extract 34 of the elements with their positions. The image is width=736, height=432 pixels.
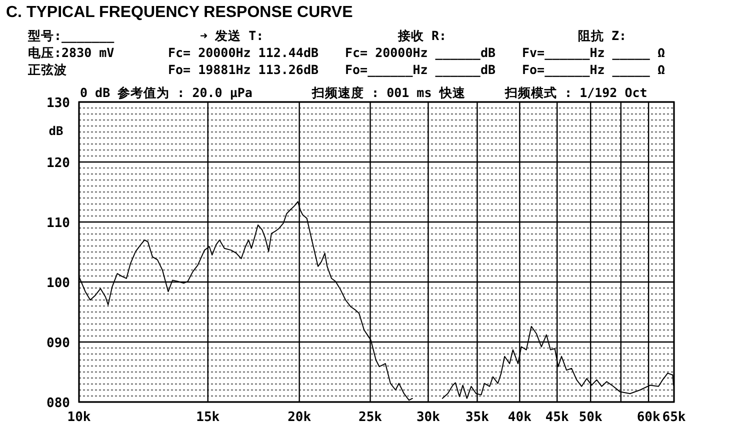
y-tick-label: 080 bbox=[46, 396, 70, 411]
text: 扫频速度 : 001 ms 快速 bbox=[311, 85, 466, 100]
text: Fc= 20000Hz ______dB bbox=[345, 45, 496, 60]
text: Fo= 19881Hz 113.26dB bbox=[168, 62, 319, 77]
text: 型号:_______ bbox=[27, 28, 115, 43]
x-tick-label: 15k bbox=[196, 410, 220, 425]
y-tick-label: 110 bbox=[46, 216, 70, 231]
x-tick-label: 60k bbox=[636, 410, 660, 425]
text: 0 dB 参考值为 : 20.0 μPa bbox=[80, 85, 252, 100]
text: Fc= 20000Hz 112.44dB bbox=[168, 45, 319, 60]
x-tick-label: 10k bbox=[67, 410, 91, 425]
chart-title: C. TYPICAL FREQUENCY RESPONSE CURVE bbox=[6, 4, 354, 21]
text: ➜ 发送 T: bbox=[200, 28, 264, 43]
x-tick-label: 25k bbox=[358, 410, 382, 425]
x-tick-label: 45k bbox=[545, 410, 570, 425]
x-tick-label: 30k bbox=[416, 410, 440, 425]
y-tick-label: 120 bbox=[46, 156, 70, 171]
y-tick-label: 100 bbox=[46, 276, 70, 291]
x-tick-label: 20k bbox=[288, 410, 312, 425]
text: 扫频模式 : 1/192 Oct bbox=[504, 85, 648, 100]
x-tick-label: 40k bbox=[508, 410, 532, 425]
text: 阻抗 Z: bbox=[578, 28, 627, 43]
x-tick-label: 50k bbox=[578, 410, 603, 425]
text: Fo=______Hz _____ Ω bbox=[522, 62, 665, 77]
y-tick-label: 130 bbox=[46, 96, 70, 111]
x-tick-label: 65k bbox=[662, 410, 686, 425]
x-tick-label: 35k bbox=[465, 410, 490, 425]
text: Fo=______Hz ______dB bbox=[345, 62, 496, 77]
text: Fv=______Hz _____ Ω bbox=[522, 45, 665, 60]
y-tick-label: 090 bbox=[46, 336, 70, 351]
text: 正弦波 bbox=[27, 62, 67, 77]
text: 电压:2830 mV bbox=[28, 45, 115, 60]
text: 接收 R: bbox=[397, 28, 447, 43]
y-axis-title: dB bbox=[48, 124, 64, 138]
